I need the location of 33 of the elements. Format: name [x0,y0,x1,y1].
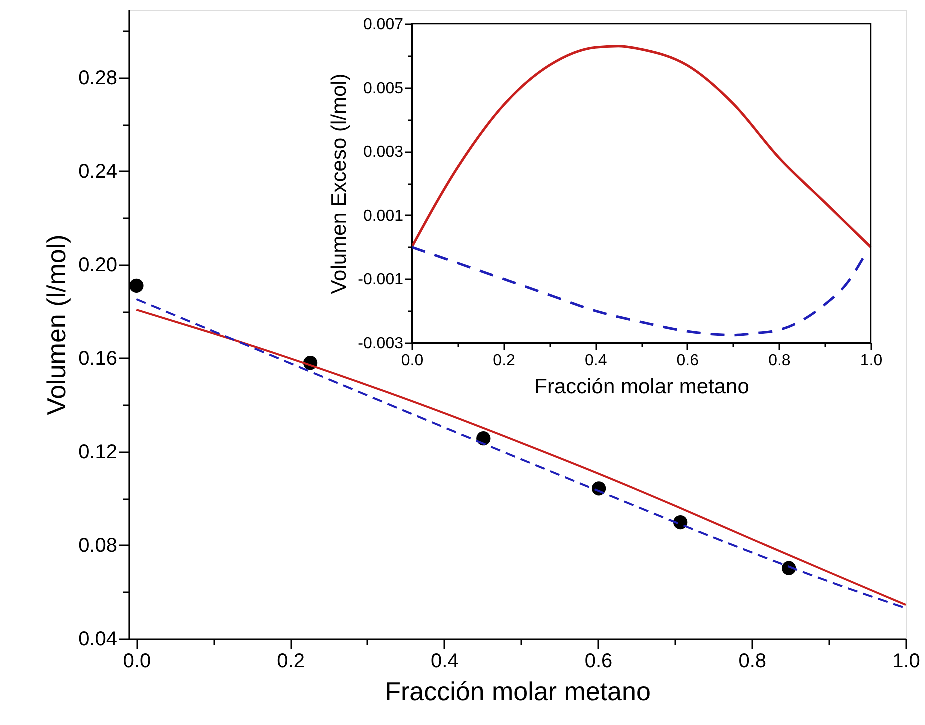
x-tick-label: 0.4 [584,352,608,370]
y-tick-label: 0.20 [78,254,118,276]
x-tick-label: 0.0 [401,352,424,370]
y-tick-label: 0.08 [78,534,118,557]
y-tick-label: 0.04 [78,628,118,650]
x-tick-label: 0.4 [431,650,459,672]
y-tick-label: -0.003 [358,336,404,352]
x-tick-label: 0.0 [123,650,152,672]
point [674,515,688,530]
x-tick-label: 0.2 [277,650,305,672]
x-tick-label: 0.8 [768,352,791,370]
y-tick-label: 0.001 [363,208,404,225]
y-tick-label: 0.007 [363,16,404,34]
y-tick-label: 0.16 [78,348,118,370]
x-axis-title: Fracción molar metano [534,376,750,398]
x-tick-label: 0.2 [493,352,516,370]
x-tick-label: 0.6 [676,352,700,370]
point [130,278,144,293]
line-series [410,45,872,249]
y-tick-label: 0.24 [78,160,118,183]
y-tick-label: 0.003 [363,144,404,162]
y-axis-title: Volumen Exceso (l/mol) [328,74,352,294]
y-tick-label: 0.005 [363,80,404,98]
y-tick-label: 0.12 [78,441,118,464]
y-tick-label: -0.001 [358,272,404,289]
x-axis-title: Fracción molar metano [385,676,651,706]
line-series [410,246,866,337]
x-tick-label: 1.0 [860,352,883,370]
x-tick-label: 0.8 [738,650,767,672]
x-tick-label: 0.6 [584,650,613,672]
y-tick-label: 0.28 [78,67,118,90]
x-tick-label: 1.0 [892,650,920,672]
y-axis-title: Volumen (l/mol) [42,234,72,416]
